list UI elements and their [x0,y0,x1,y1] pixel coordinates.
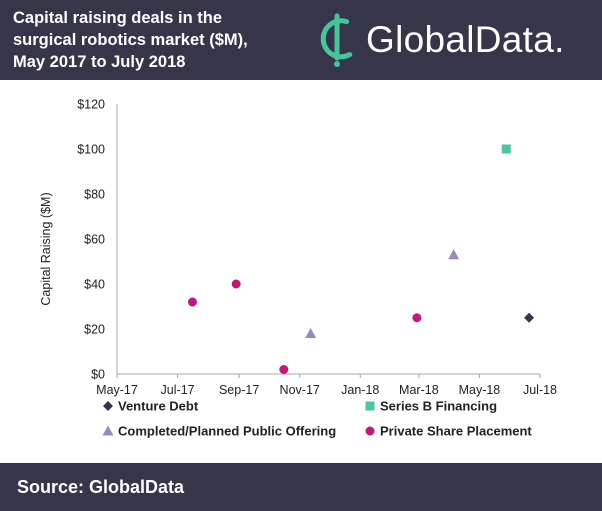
legend-label: Completed/Planned Public Offering [118,424,336,439]
logo-wordmark: GlobalData. [366,19,565,60]
data-point-diamond [524,312,535,323]
x-tick-label: Jul-18 [523,383,557,397]
y-tick-label: $80 [84,188,105,202]
y-tick-label: $0 [91,368,105,382]
y-tick-label: $60 [84,233,105,247]
x-tick-label: Sep-17 [219,383,259,397]
chart-title: Capital raising deals in the surgical ro… [13,7,313,73]
source-note: Source: GlobalData [17,477,185,497]
x-tick-label: Mar-18 [399,383,439,397]
chart-area: May-17 Jul-17 Sep-17 Nov-17 Jan-18 Mar-18 May-… [0,80,602,463]
x-tick-label: May-18 [459,383,501,397]
legend-marker-circle [365,426,375,436]
x-tick-label: Jul-17 [161,383,195,397]
data-points [187,144,535,374]
legend-label: Private Share Placement [380,424,532,439]
title-line: Capital raising deals in the [13,9,223,27]
data-point-circle [231,279,241,289]
footer-banner: Source: GlobalData [0,463,602,511]
y-tick-label: $20 [84,323,105,337]
globaldata-logo-icon [320,13,353,67]
x-tick-label: Jan-18 [341,383,379,397]
legend: Venture Debt Series B Financing Completed/… [102,399,532,439]
data-point-circle [187,297,197,307]
x-tick-label: May-17 [96,383,138,397]
legend-marker-square [365,401,375,411]
scatter-chart: May-17 Jul-17 Sep-17 Nov-17 Jan-18 Mar-18 May-… [39,98,557,439]
legend-marker-triangle [102,425,114,436]
title-line: May 2017 to July 2018 [13,53,186,71]
header-banner: Capital raising deals in the surgical ro… [0,0,602,80]
data-point-square [501,144,511,154]
axes [116,104,541,378]
legend-label: Series B Financing [380,399,497,414]
y-axis-title: Capital Raising ($M) [39,192,53,305]
data-point-triangle [305,328,317,338]
data-point-circle [279,365,289,374]
y-tick-label: $100 [77,143,105,157]
data-point-triangle [448,249,460,260]
y-tick-label: $40 [84,278,105,292]
data-point-circle [412,313,422,323]
legend-marker-diamond [103,401,113,411]
x-tick-label: Nov-17 [280,383,320,397]
globaldata-logo: GlobalData. [312,12,597,68]
title-line: surgical robotics market ($M), [13,31,248,49]
y-tick-label: $120 [77,98,105,112]
legend-label: Venture Debt [118,399,199,414]
tick-labels: May-17 Jul-17 Sep-17 Nov-17 Jan-18 Mar-18 May-… [77,98,557,398]
